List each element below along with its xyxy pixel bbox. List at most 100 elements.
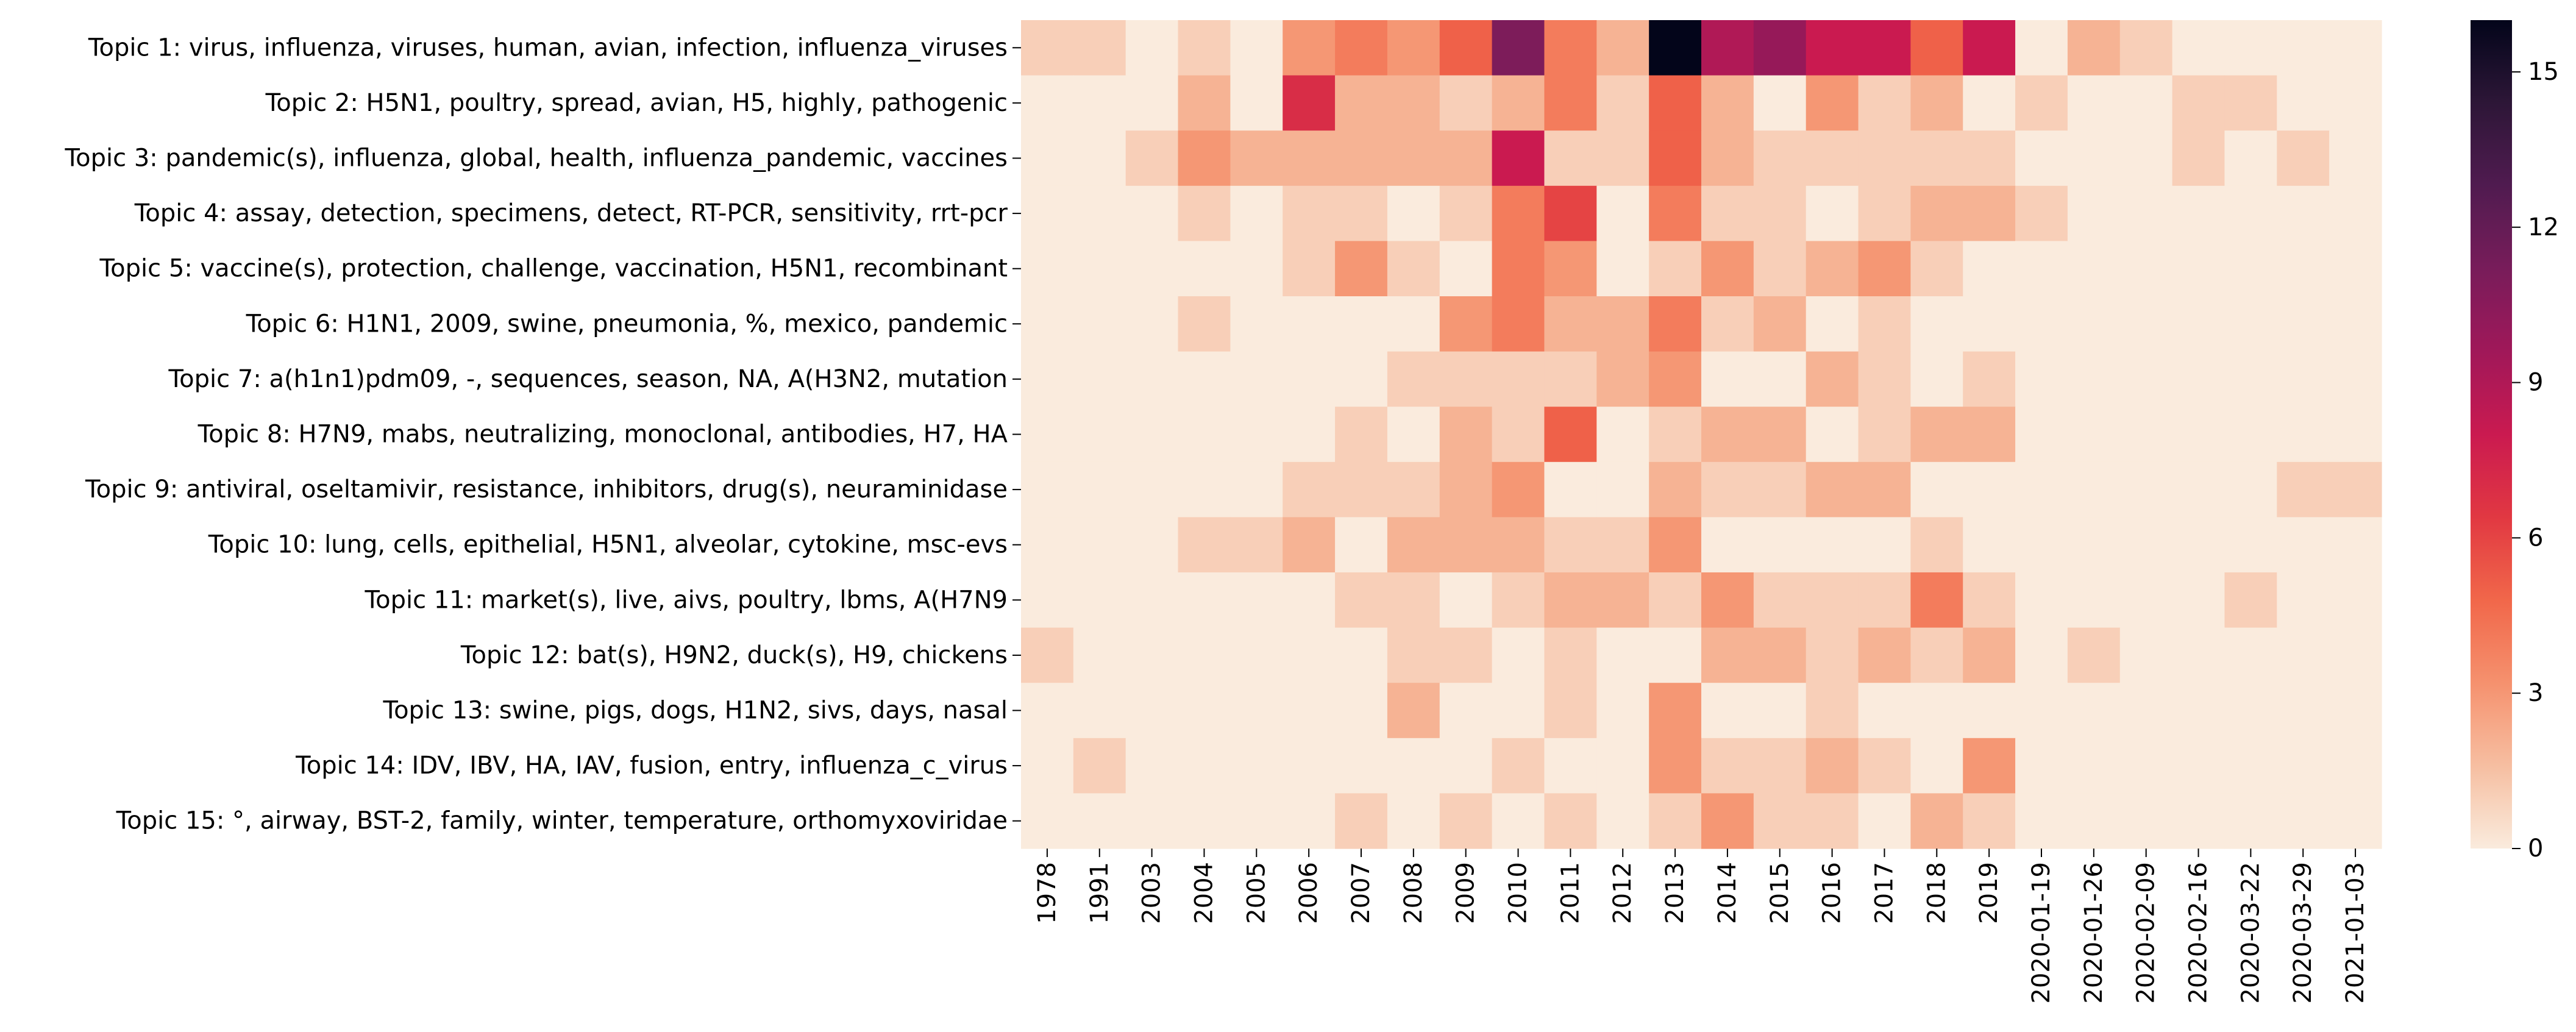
y-tick-label: Topic 8: H7N9, mabs, neutralizing, monoc…	[197, 421, 1008, 449]
heatmap-cell	[1073, 461, 1126, 518]
heatmap-cell	[1125, 793, 1179, 849]
heatmap-cell	[2277, 75, 2330, 131]
heatmap-cell	[1544, 20, 1597, 76]
heatmap-cell	[1387, 572, 1440, 628]
heatmap-cell	[1753, 627, 1807, 683]
heatmap-cell	[1806, 572, 1859, 628]
y-tick-label: Topic 2: H5N1, poultry, spread, avian, H…	[265, 89, 1008, 117]
heatmap-cell	[2224, 627, 2277, 683]
heatmap-cell	[2329, 20, 2382, 76]
heatmap-cell	[2329, 517, 2382, 573]
x-tick-label: 1991	[1086, 862, 1114, 924]
heatmap-cell	[1544, 793, 1597, 849]
heatmap-cell	[1230, 20, 1283, 76]
heatmap-cell	[1021, 20, 1074, 76]
heatmap-cell	[1649, 185, 1702, 241]
heatmap-cell	[1753, 683, 1807, 739]
heatmap-cell	[1073, 407, 1126, 463]
heatmap-cell	[1178, 461, 1231, 518]
heatmap-cell	[1649, 130, 1702, 187]
heatmap-cell	[1910, 683, 1963, 739]
heatmap-cell	[1649, 75, 1702, 131]
heatmap-cell	[1335, 517, 1388, 573]
heatmap-cell	[1753, 407, 1807, 463]
heatmap-cell	[1701, 351, 1754, 407]
heatmap-cell	[1701, 296, 1754, 352]
heatmap-cell	[2067, 517, 2121, 573]
heatmap-cell	[1806, 241, 1859, 297]
heatmap-cell	[1439, 572, 1493, 628]
heatmap-cell	[1335, 738, 1388, 794]
heatmap-cell	[1387, 296, 1440, 352]
heatmap-cell	[1492, 351, 1545, 407]
heatmap-cell	[2015, 296, 2068, 352]
heatmap-cell	[1596, 793, 1649, 849]
heatmap-cell	[1492, 241, 1545, 297]
y-tick-label: Topic 3: pandemic(s), influenza, global,…	[65, 144, 1008, 173]
heatmap-cell	[1910, 296, 1963, 352]
heatmap-cell	[1753, 793, 1807, 849]
heatmap-cell	[1649, 517, 1702, 573]
heatmap-cell	[1963, 296, 2016, 352]
heatmap-cell	[1283, 75, 1336, 131]
heatmap-cell	[1858, 351, 1911, 407]
heatmap-cell	[2067, 572, 2121, 628]
heatmap-cell	[1596, 517, 1649, 573]
heatmap-cell	[1649, 20, 1702, 76]
heatmap-cell	[1753, 20, 1807, 76]
heatmap-cell	[1178, 296, 1231, 352]
heatmap-cell	[1806, 130, 1859, 187]
heatmap-cell	[1125, 296, 1179, 352]
heatmap-cell	[1596, 20, 1649, 76]
heatmap-cell	[1439, 351, 1493, 407]
heatmap-cell	[1387, 185, 1440, 241]
heatmap-cell	[1021, 627, 1074, 683]
heatmap-cell	[1492, 407, 1545, 463]
heatmap-cell	[1178, 572, 1231, 628]
heatmap-cell	[1963, 572, 2016, 628]
heatmap-cell	[1230, 130, 1283, 187]
heatmap-cell	[2224, 683, 2277, 739]
y-tick-label: Topic 14: IDV, IBV, HA, IAV, fusion, ent…	[295, 752, 1008, 780]
heatmap-cell	[1335, 683, 1388, 739]
heatmap-cell	[1910, 407, 1963, 463]
heatmap-cell	[1230, 572, 1283, 628]
heatmap-cell	[1387, 793, 1440, 849]
heatmap-cell	[1283, 351, 1336, 407]
heatmap-cell	[1283, 738, 1336, 794]
heatmap-cell	[1073, 20, 1126, 76]
heatmap-cell	[1596, 407, 1649, 463]
heatmap-cell	[1963, 241, 2016, 297]
heatmap-cell	[1021, 241, 1074, 297]
heatmap-cell	[1283, 517, 1336, 573]
y-tick-label: Topic 13: swine, pigs, dogs, H1N2, sivs,…	[382, 697, 1008, 725]
heatmap-cell	[1178, 407, 1231, 463]
heatmap-cell	[1021, 461, 1074, 518]
heatmap-cell	[1753, 461, 1807, 518]
heatmap-cell	[2067, 627, 2121, 683]
heatmap-cell	[2067, 241, 2121, 297]
heatmap-cell	[1335, 407, 1388, 463]
heatmap-cell	[1544, 407, 1597, 463]
heatmap-cell	[1492, 572, 1545, 628]
heatmap-cell	[1125, 738, 1179, 794]
heatmap-cell	[1178, 627, 1231, 683]
heatmap-cell	[1387, 738, 1440, 794]
heatmap-cell	[1753, 130, 1807, 187]
heatmap-cell	[1335, 461, 1388, 518]
heatmap-cell	[1492, 461, 1545, 518]
heatmap-cell	[2277, 572, 2330, 628]
heatmap-cell	[1544, 241, 1597, 297]
heatmap-cell	[1806, 793, 1859, 849]
heatmap-cell	[2015, 627, 2068, 683]
heatmap-cell	[2329, 461, 2382, 518]
heatmap-cell	[1649, 627, 1702, 683]
heatmap-cell	[1596, 738, 1649, 794]
heatmap-cell	[2277, 793, 2330, 849]
heatmap-cell	[1544, 517, 1597, 573]
heatmap-cell	[1544, 627, 1597, 683]
heatmap-cell	[2119, 461, 2173, 518]
heatmap-cell	[2224, 572, 2277, 628]
heatmap-cell	[1963, 517, 2016, 573]
heatmap-cell	[1858, 20, 1911, 76]
